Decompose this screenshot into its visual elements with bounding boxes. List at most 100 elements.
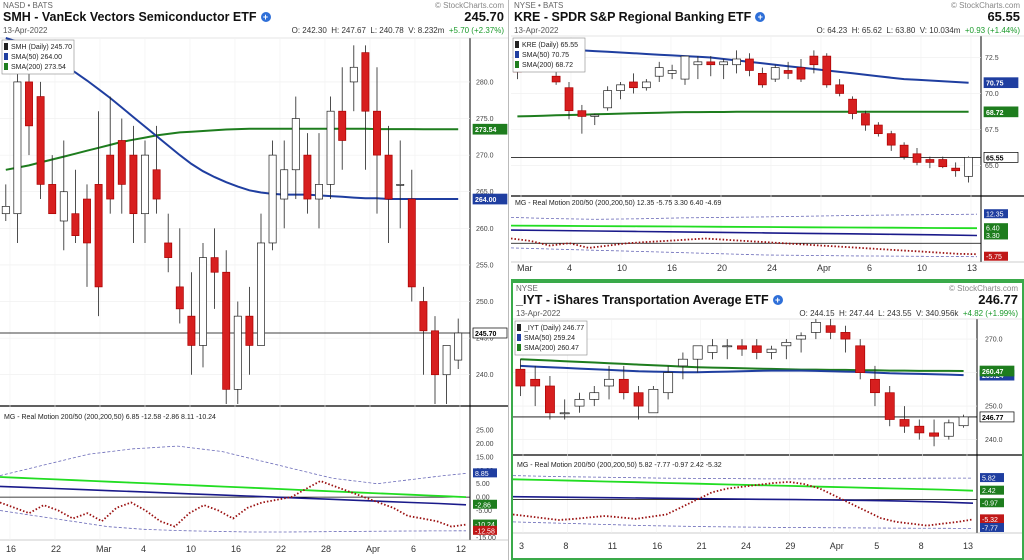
smh-chart-svg[interactable]: 240.0 245.0 250.0 255.0 260.0 265.0 270.0 275.0… bbox=[0, 0, 509, 560]
candle-body bbox=[925, 159, 935, 163]
info-icon[interactable]: + bbox=[772, 295, 783, 305]
candle-body bbox=[574, 399, 585, 407]
x-tick-label: Mar bbox=[517, 263, 533, 273]
indicator-tick-label: -15.00 bbox=[476, 535, 496, 542]
candle-body bbox=[419, 301, 428, 332]
exchange-label: NYSE • BATS bbox=[514, 1, 564, 10]
candle-body bbox=[268, 154, 277, 244]
candle-body bbox=[848, 98, 857, 114]
candle-body bbox=[564, 87, 574, 112]
indicator-tag-label: -2.86 bbox=[475, 502, 491, 509]
x-tick-label: 8 bbox=[563, 541, 568, 551]
indicator-label: MG - Real Motion 200/50 (200,200,50) 12.… bbox=[515, 200, 721, 207]
candle-body bbox=[152, 169, 161, 200]
candle-body bbox=[326, 110, 335, 185]
candle-body bbox=[515, 368, 526, 387]
kre-chart-panel: NYSE • BATS © StockCharts.com KRE - SPDR… bbox=[511, 0, 1024, 279]
candle-body bbox=[958, 416, 969, 427]
candle-body bbox=[83, 198, 91, 244]
chart-title: _IYT - iShares Transportation Average ET… bbox=[516, 293, 783, 307]
indicator-tag bbox=[473, 468, 497, 478]
panel-divider bbox=[511, 279, 1024, 281]
indicator-tick-label: 0.00 bbox=[476, 495, 490, 502]
candle-body bbox=[751, 345, 762, 353]
y-tick-label: 245.0 bbox=[476, 336, 494, 343]
open-value: O: 242.30 bbox=[291, 26, 327, 35]
indicator-red-dotted-line bbox=[511, 237, 978, 256]
info-icon[interactable]: + bbox=[260, 12, 271, 22]
x-tick-label: 13 bbox=[963, 541, 973, 551]
volume-value: V: 10.034m bbox=[919, 26, 961, 35]
candle-body bbox=[48, 184, 57, 215]
price-tag bbox=[979, 411, 1015, 423]
x-tick-label: 6 bbox=[411, 544, 416, 554]
indicator-blue-line bbox=[513, 495, 974, 504]
indicator-tag bbox=[473, 499, 497, 509]
candle-body bbox=[781, 342, 792, 347]
chart-title: KRE - SPDR S&P Regional Banking ETF + bbox=[514, 10, 766, 24]
indicator-upper-band bbox=[0, 445, 467, 485]
kre-chart-svg[interactable]: 65.0 67.5 70.0 72.5 Mar 4 10 16 20 24 Apr 6 10 13 KRE … bbox=[511, 0, 1024, 279]
candle-body bbox=[431, 330, 439, 376]
change-value: +4.82 (+1.99%) bbox=[962, 309, 1018, 318]
indicator-tick-label: 5.00 bbox=[476, 481, 490, 488]
y-tick-label: 240.0 bbox=[476, 372, 494, 379]
candle-body bbox=[36, 96, 45, 185]
info-icon[interactable]: + bbox=[755, 12, 766, 22]
candle-body bbox=[233, 315, 242, 390]
price-tag bbox=[472, 327, 508, 339]
price-tag bbox=[472, 123, 508, 135]
candle-body bbox=[442, 345, 451, 376]
smh-chart-panel: NASD • BATS © StockCharts.com SMH - VanE… bbox=[0, 0, 509, 560]
candle-body bbox=[291, 118, 300, 171]
x-tick-label: 29 bbox=[785, 541, 795, 551]
x-tick-label: 22 bbox=[51, 544, 61, 554]
x-tick-label: 28 bbox=[321, 544, 331, 554]
candle-body bbox=[692, 345, 703, 360]
candle-body bbox=[899, 144, 909, 158]
candle-body bbox=[187, 315, 196, 346]
x-tick-label: 8 bbox=[919, 541, 924, 551]
indicator-lower-band bbox=[513, 521, 974, 529]
legend-swatch bbox=[4, 43, 8, 50]
candle-body bbox=[654, 67, 664, 77]
candle-body bbox=[338, 110, 347, 141]
indicator-lower-band bbox=[0, 510, 467, 533]
indicator-tick-label: 20.00 bbox=[476, 441, 494, 448]
legend-swatch bbox=[517, 344, 521, 351]
y-tick-label: 250.0 bbox=[476, 299, 494, 306]
x-tick-label: 20 bbox=[717, 263, 727, 273]
indicator-tag bbox=[980, 514, 1004, 524]
candle-body bbox=[861, 113, 870, 126]
high-value: H: 247.67 bbox=[331, 26, 366, 35]
indicator-tag-label: -0.97 bbox=[982, 501, 998, 508]
candle-body bbox=[796, 67, 806, 80]
price-tag-label: 70.75 bbox=[986, 81, 1004, 88]
y-tick-label: 280.0 bbox=[476, 79, 494, 86]
legend-entry: SMA(200) 273.54 bbox=[11, 64, 66, 71]
indicator-green-line bbox=[511, 224, 978, 230]
candle-body bbox=[641, 81, 651, 89]
iyt-chart-svg[interactable]: 240.0250.0260.0270.0381116212429Apr5813_… bbox=[513, 283, 1022, 558]
indicator-blue-line bbox=[511, 229, 978, 237]
price-tag bbox=[472, 193, 508, 205]
indicator-tag bbox=[984, 209, 1008, 219]
legend-swatch bbox=[517, 334, 521, 341]
candle-body bbox=[129, 154, 138, 215]
x-tick-label: 6 bbox=[867, 263, 872, 273]
y-tick-label: 70.0 bbox=[985, 91, 999, 98]
candle-body bbox=[667, 70, 677, 74]
x-tick-label: 24 bbox=[767, 263, 777, 273]
ohlc-readout: O: 64.23 H: 65.62 L: 63.80 V: 10.034m +0… bbox=[817, 26, 1020, 35]
sma200-line bbox=[517, 110, 969, 118]
x-tick-label: 5 bbox=[874, 541, 879, 551]
candle-body bbox=[71, 213, 80, 236]
legend-entry: SMA(50) 264.00 bbox=[11, 54, 62, 61]
candle-body bbox=[618, 378, 629, 394]
brand-label: © StockCharts.com bbox=[434, 1, 504, 10]
exchange-label: NYSE bbox=[516, 284, 538, 293]
x-tick-label: 16 bbox=[652, 541, 662, 551]
indicator-tag-label: -10.24 bbox=[475, 522, 495, 529]
price-tag-label: 246.77 bbox=[982, 415, 1004, 422]
candle-body bbox=[964, 157, 973, 177]
